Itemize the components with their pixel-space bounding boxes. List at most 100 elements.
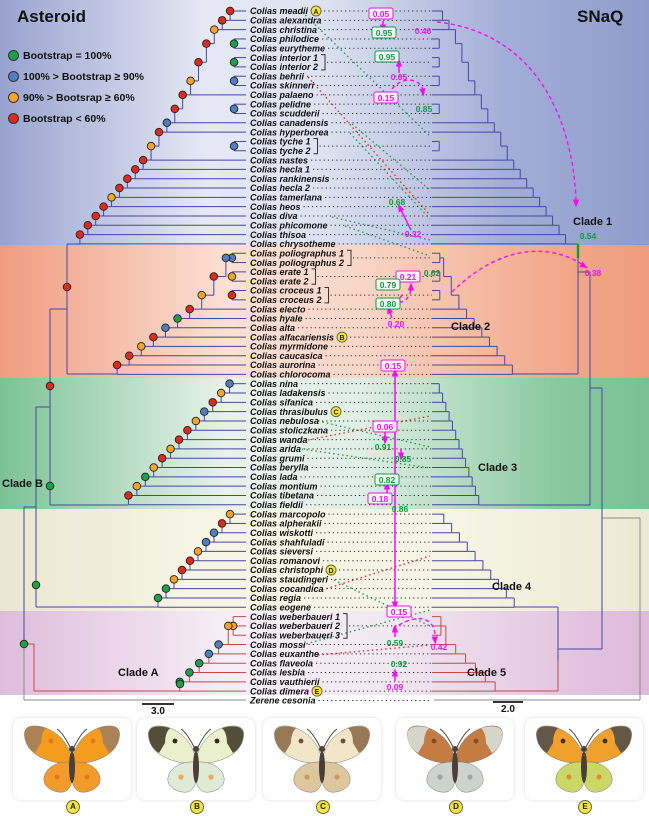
butterfly-illustration: [148, 725, 244, 793]
support-value: 0.09: [387, 682, 404, 692]
species-label: Colias behrii: [250, 71, 305, 81]
hybrid-edge-arrow: [399, 207, 412, 231]
tangle-line: [301, 11, 431, 137]
hybrid-edge-arc: [436, 21, 577, 201]
species-label: Colias grumi: [250, 453, 305, 463]
bootstrap-node: [166, 444, 175, 454]
species-label: Colias chrysotheme: [250, 239, 336, 249]
species-label: Colias flaveola: [250, 658, 313, 668]
bootstrap-node: [124, 351, 134, 360]
butterfly-antennae: [306, 728, 338, 748]
bootstrap-node: [83, 221, 93, 230]
butterfly-photo-C: [263, 718, 381, 800]
bootstrap-node: [216, 388, 226, 398]
bootstrap-node: [229, 57, 239, 67]
bootstrap-node: [227, 290, 237, 300]
bootstrap-node: [229, 104, 239, 114]
species-label: Colias palaeno: [250, 90, 314, 100]
species-label: Colias alpherakii: [250, 519, 322, 529]
species-label: Colias rankinensis: [250, 174, 330, 184]
species-label: Colias ladakensis: [250, 388, 326, 398]
species-label: Colias electo: [250, 304, 306, 314]
bootstrap-node: [186, 76, 195, 86]
bootstrap-node: [154, 127, 164, 137]
support-value-box: [375, 297, 401, 310]
species-label: Colias cocandica: [250, 584, 324, 594]
support-value: 0.85: [416, 104, 433, 114]
species-label: Colias tamerlana: [250, 193, 322, 203]
support-value: 0.20: [388, 319, 405, 329]
support-value: 0.68: [389, 197, 406, 207]
bootstrap-node: [224, 621, 233, 631]
bootstrap-node: [19, 639, 29, 649]
bootstrap-node: [178, 90, 187, 100]
butterfly-photo-B: [137, 718, 255, 800]
specimen-letter-badge-E: E: [578, 800, 592, 814]
butterfly-body: [319, 751, 325, 783]
species-label: Colias weberbaueri 2: [250, 621, 340, 631]
bootstrap-node: [138, 155, 148, 165]
bootstrap-node: [229, 141, 239, 151]
species-label: Colias croceus 2: [250, 295, 322, 305]
tangle-line: [307, 415, 431, 441]
bootstrap-node: [31, 580, 41, 590]
butterfly-illustration: [24, 725, 120, 793]
bootstrap-node: [208, 398, 217, 407]
specimen-letter-badge-B: B: [190, 800, 204, 814]
species-letter-badge: [330, 406, 342, 418]
species-label: Colias erate 2: [250, 276, 309, 286]
support-value: 0.18: [372, 494, 389, 504]
bootstrap-node: [193, 547, 203, 556]
species-label: Colias canadensis: [250, 118, 329, 128]
species-label: Colias alexandra: [250, 16, 322, 26]
bootstrap-node: [149, 332, 158, 342]
bootstrap-node: [91, 211, 100, 221]
species-label: Colias myrmidone: [250, 342, 328, 352]
species-label: Colias pelidne: [250, 99, 311, 109]
butterfly-illustration: [407, 725, 503, 793]
tip-pair-bracket: [324, 287, 330, 304]
species-label: Colias arida: [250, 444, 301, 454]
bootstrap-node: [209, 528, 219, 538]
tip-pair-bracket: [311, 268, 317, 285]
support-value-box: [371, 26, 397, 39]
legend-item-0: Bootstrap = 100%: [8, 45, 144, 66]
support-value-box: [374, 473, 400, 486]
legend-item-label: Bootstrap < 60%: [23, 112, 106, 125]
support-value-box: [386, 605, 412, 618]
hybrid-arrowhead: [579, 261, 588, 269]
clade-label-right-4: Clade 4: [492, 581, 532, 593]
legend-dot-icon: [8, 92, 19, 103]
species-label: Colias scudderii: [250, 109, 320, 119]
species-label: Colias nastes: [250, 155, 308, 165]
species-label: Colias hyperborea: [250, 127, 329, 137]
bootstrap-node: [210, 25, 219, 34]
species-label: Colias christina: [250, 25, 317, 35]
species-label: Colias eogene: [250, 602, 311, 612]
bootstrap-node: [225, 6, 235, 16]
bootstrap-node: [202, 39, 211, 48]
hybrid-arrowhead: [391, 368, 399, 377]
species-label: Colias tyche 1: [250, 137, 311, 147]
bootstrap-node: [45, 381, 55, 391]
bootstrap-legend: Bootstrap = 100% 100% > Bootstrap ≥ 90% 90…: [8, 45, 144, 129]
clade-band-2: [0, 245, 649, 378]
butterfly-body: [69, 751, 75, 783]
support-value: 0.85: [395, 454, 412, 464]
species-label: Colias lesbia: [250, 668, 305, 678]
species-label: Colias poliographus 1: [250, 248, 344, 258]
tip-pair-bracket: [347, 249, 352, 267]
bootstrap-node: [137, 342, 146, 351]
bootstrap-node: [161, 323, 170, 333]
hybrid-arrowhead: [419, 87, 426, 97]
butterfly-photo-A: [13, 718, 131, 800]
legend-item-label: Bootstrap = 100%: [23, 49, 112, 62]
bootstrap-node: [162, 118, 172, 128]
clade-label-left-B: Clade B: [2, 478, 43, 490]
scale-bar-left: 3.0: [142, 703, 174, 717]
butterfly-wings: [407, 725, 503, 793]
bootstrap-node: [169, 575, 179, 584]
species-letter: E: [315, 689, 320, 696]
bootstrap-node: [177, 565, 187, 575]
species-label: Colias erate 1: [250, 267, 309, 277]
